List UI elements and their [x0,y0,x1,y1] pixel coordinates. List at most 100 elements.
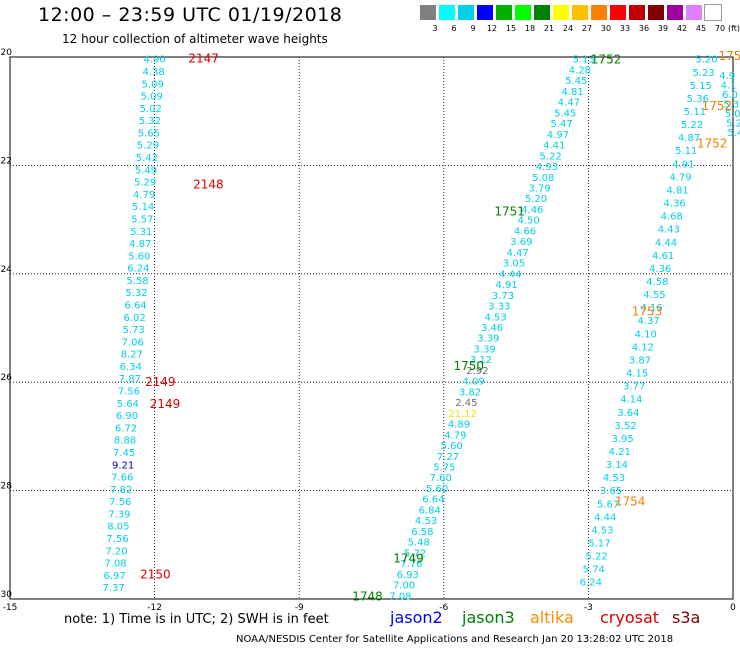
legend-swatch [704,4,722,21]
wave-height-value: 5.4 [727,128,740,139]
wave-height-value: 6.64 [124,301,146,312]
wave-height-value: 5.60 [441,441,463,452]
wave-height-value: 5.47 [550,119,572,130]
wave-height-value: 3.79 [528,183,550,194]
wave-height-value: 4.91 [496,280,518,291]
pass-number-label: 2149 [150,397,181,411]
pass-number-label: 2148 [193,177,224,191]
wave-height-value: 7.56 [106,534,128,545]
legend-swatch [420,5,436,20]
wave-height-value: 5.29 [134,178,156,189]
legend-swatch [667,5,683,20]
wave-height-value: 3.82 [459,387,481,398]
wave-height-value: 8.27 [121,350,143,361]
wave-height-value: 7.27 [437,452,459,463]
legend-label: 24 [562,24,574,33]
wave-height-value: 5.15 [690,81,712,92]
wave-height-value: 5.11 [684,107,706,118]
wave-height-value: 3.64 [617,408,639,419]
wave-height-value: 7.60 [430,473,452,484]
wave-height-value: 6.02 [123,313,145,324]
satellite-jason3: jason3 [462,608,515,627]
pass-number-label: 2147 [188,52,219,66]
wave-height-value: 4.1 [721,80,737,91]
wave-height-value: 4.47 [507,248,529,259]
lon-tick-label: -12 [147,603,162,613]
credit-line: NOAA/NESDIS Center for Satellite Applica… [236,634,674,645]
wave-height-value: 7.20 [105,546,127,557]
wave-height-value: 7.56 [109,497,131,508]
wave-height-value: 4.81 [666,185,688,196]
wave-height-value: 4.53 [415,516,437,527]
lon-tick-label: 0 [730,603,736,613]
wave-height-value: 4.87 [678,133,700,144]
wave-height-value: 4.12 [632,342,654,353]
wave-height-value: 4.87 [129,239,151,250]
wave-height-value: 4.66 [514,226,536,237]
wave-height-value: 4.50 [517,216,539,227]
pass-number-label: 175 [719,49,740,63]
wave-height-value: 7.87 [119,374,141,385]
lon-tick-label: -3 [584,603,593,613]
wave-height-value: 4.61 [652,251,674,262]
lat-tick-label: -22 [0,156,12,166]
wave-height-value: 5.29 [137,141,159,152]
wave-height-value: 4.09 [463,377,485,388]
wave-height-value: 5.20 [525,194,547,205]
legend-swatch [629,5,645,20]
satellite-altika: altika [530,608,574,627]
lat-tick-label: -28 [0,482,12,492]
wave-height-value: 4.44 [594,512,616,523]
wave-height-value: 5.67 [597,499,619,510]
wave-height-value: 5.49 [135,165,157,176]
wave-height-value: 5.22 [539,151,561,162]
wave-height-value: 4.15 [626,369,648,380]
wave-height-value: 4.68 [661,212,683,223]
wave-height-value: 5.22 [681,120,703,131]
wave-height-value: 3.95 [611,434,633,445]
wave-height-value: 4.79 [669,172,691,183]
wave-height-value: 2.45 [455,398,477,409]
legend-label: 33 [619,24,631,33]
wave-height-value: 5.02 [140,104,162,115]
satellite-cryosat: cryosat [600,608,660,627]
wave-height-value: 21.12 [448,409,477,420]
wave-height-value: 5.13 [572,55,594,66]
wave-height-value: 4.97 [547,130,569,141]
lat-tick-label: -24 [0,265,12,275]
wave-height-value: 7.39 [108,509,130,520]
pass-number-label: 1751 [494,204,525,218]
wave-height-value: 5.60 [426,484,448,495]
wave-height-value: 3.87 [629,355,651,366]
pass-number-label: 1750 [453,359,484,373]
wave-height-value: 5.60 [128,251,150,262]
legend-label: 30 [600,24,612,33]
wave-height-value: 3.39 [477,334,499,345]
wave-height-value: 4.55 [643,290,665,301]
wave-height-value: 7.82 [110,485,132,496]
wave-height-value: 4.44 [499,269,521,280]
wave-height-value: 4.43 [658,225,680,236]
wave-height-value: 5.11 [675,146,697,157]
wave-height-value: 4.81 [561,87,583,98]
footer-note: note: 1) Time is in UTC; 2) SWH is in fe… [64,612,329,627]
wave-height-value: 7.45 [113,448,135,459]
wave-height-value: 4.38 [143,67,165,78]
wave-height-value: 4.28 [569,65,591,76]
wave-height-value: 3.69 [510,237,532,248]
wave-height-value: 6.90 [116,411,138,422]
legend-swatch [591,5,607,20]
pass-number-label: 1753 [632,305,663,319]
wave-height-value: 6.24 [580,578,602,589]
wave-height-value: 6.84 [419,505,441,516]
legend-swatch [686,5,702,20]
satellite-s3a: s3a [672,608,701,627]
wave-height-value: 3.73 [492,291,514,302]
wave-height-value: 5.45 [554,108,576,119]
wave-height-value: 4.46 [521,205,543,216]
pass-number-label: 2149 [145,375,176,389]
lon-tick-label: -9 [295,603,304,613]
wave-height-value: 5.75 [433,463,455,474]
lon-tick-label: -15 [3,603,18,613]
